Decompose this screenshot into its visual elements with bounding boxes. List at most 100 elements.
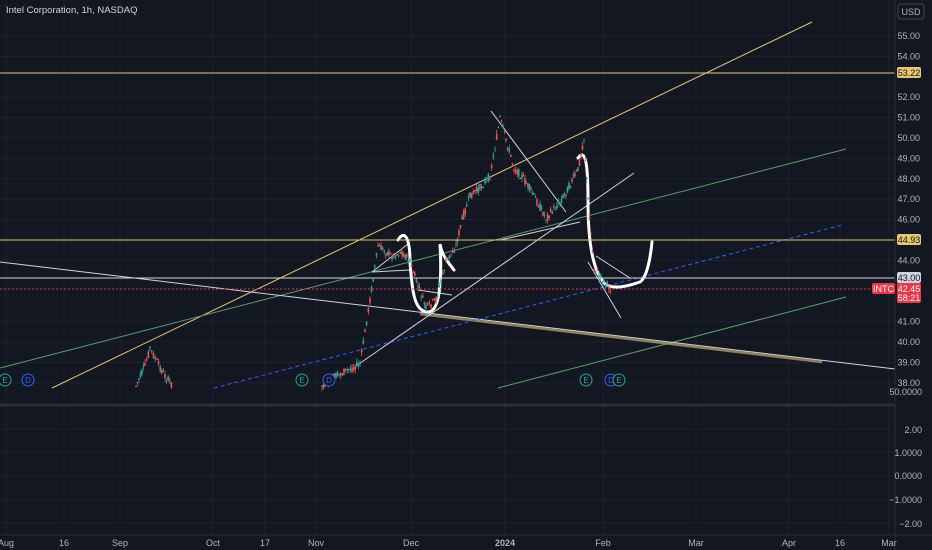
candle-body [599, 273, 602, 277]
symbol-title[interactable]: Intel Corporation, 1h, NASDAQ [6, 5, 137, 16]
price-badge-42-45: 42.45 [897, 283, 921, 294]
candle-body [394, 255, 397, 259]
candle-body [466, 204, 468, 207]
candle-body [412, 272, 414, 274]
white-flag-line-lower[interactable] [371, 269, 411, 273]
candle-body [459, 225, 462, 228]
white-descending-line[interactable] [0, 261, 896, 370]
price-tick-label: 52.00 [897, 92, 920, 102]
candle-body [462, 211, 465, 220]
candle-body [356, 362, 358, 366]
candle-body [402, 253, 405, 257]
candle-body [455, 244, 457, 246]
candle-body [506, 148, 509, 150]
price-axis[interactable]: 55.00 54.00 52.00 51.00 50.00 49.00 48.00 47.00… [897, 31, 920, 388]
candle-body [423, 302, 426, 305]
candle-body [397, 255, 400, 257]
cup-drawing-right[interactable] [576, 153, 654, 289]
yellow-descending-line[interactable] [419, 312, 823, 364]
time-tick-label: Nov [308, 538, 325, 548]
candle-body [441, 271, 444, 275]
time-tick-label: Aug [0, 538, 14, 548]
candle-body [357, 363, 360, 367]
time-axis[interactable]: Aug 16 Sep Oct 17 Nov Dec 2024 Feb Mar Apr 16 Mar [0, 538, 897, 548]
white-neck-line[interactable] [499, 221, 581, 241]
candle-body [451, 250, 454, 253]
candle-body [374, 265, 376, 268]
candle-body [138, 378, 140, 381]
event-marker-e[interactable]: E [295, 373, 309, 387]
event-marker-d[interactable]: D [21, 373, 35, 387]
event-marker-label: E [299, 376, 304, 385]
candle-body [406, 254, 408, 257]
candle-body [169, 379, 171, 382]
candle-body [139, 372, 142, 378]
candle-body [510, 154, 512, 157]
candle-body [378, 244, 381, 247]
white-flag-line-2[interactable] [417, 289, 453, 296]
price-badge-58-21: 58:21 [897, 292, 921, 303]
candle-body [391, 256, 393, 260]
event-marker-e[interactable]: E [612, 373, 626, 387]
candle-body [557, 201, 560, 205]
price-tick-label: 39.00 [897, 357, 920, 367]
candle-body [542, 211, 544, 216]
drawings-layer[interactable] [0, 21, 896, 389]
candle-body [150, 350, 153, 352]
candle-body [514, 170, 517, 172]
candle-body [464, 208, 466, 214]
candle-body [521, 174, 523, 179]
time-tick-label: 16 [835, 538, 845, 548]
candle-body [389, 253, 392, 255]
candle-body [456, 238, 459, 243]
time-tick-label: Dec [403, 538, 420, 548]
green-trendline-upper[interactable] [0, 148, 847, 369]
white-channel-line[interactable] [490, 110, 567, 213]
candle-body [152, 352, 155, 359]
candle-body [157, 361, 160, 365]
candle-body [472, 191, 475, 194]
candle-body [372, 278, 374, 282]
event-marker-label: D [326, 376, 332, 385]
candle-body [490, 165, 493, 168]
candle-body [571, 179, 573, 182]
candle-body [404, 254, 406, 260]
candle-body [422, 295, 424, 298]
price-tick-label: 40.00 [897, 337, 920, 347]
currency-button-frame [897, 3, 925, 20]
candle-body [585, 177, 588, 180]
candle-body [144, 362, 146, 366]
candle-body [141, 369, 143, 375]
candle-body [608, 286, 610, 290]
candle-body [474, 190, 476, 192]
event-marker-e[interactable]: E [0, 373, 12, 387]
white-handle-line[interactable] [595, 255, 631, 279]
price-tick-label: 44.00 [897, 255, 920, 265]
candle-body [528, 184, 531, 190]
candle-body [344, 368, 347, 370]
horizontal-levels[interactable] [0, 72, 895, 290]
price-tick-label: 38.00 [897, 378, 920, 388]
candle-body [563, 193, 566, 195]
indicator-axis[interactable]: 50.0000 2.00 1.0000 0.0000 −1.0000 −2.00 [889, 387, 922, 529]
event-marker-e[interactable]: E [579, 373, 593, 387]
event-marker-d[interactable]: D [322, 373, 336, 387]
candle-body [603, 279, 605, 282]
candle-body [159, 366, 161, 372]
blue-dashed-trendline[interactable] [213, 224, 843, 389]
price-badge-bg [897, 234, 921, 245]
candle-body [147, 351, 150, 358]
candle-body [340, 373, 342, 376]
candle-body [487, 174, 490, 182]
candle-body [440, 280, 442, 282]
candle-body [149, 346, 151, 349]
currency-label: USD [901, 7, 921, 17]
candle-body [349, 368, 352, 371]
candle-body [431, 299, 434, 301]
cup-drawing-left[interactable] [396, 234, 456, 314]
currency-button[interactable]: USD [897, 3, 925, 20]
yellow-trendline[interactable] [51, 21, 813, 389]
